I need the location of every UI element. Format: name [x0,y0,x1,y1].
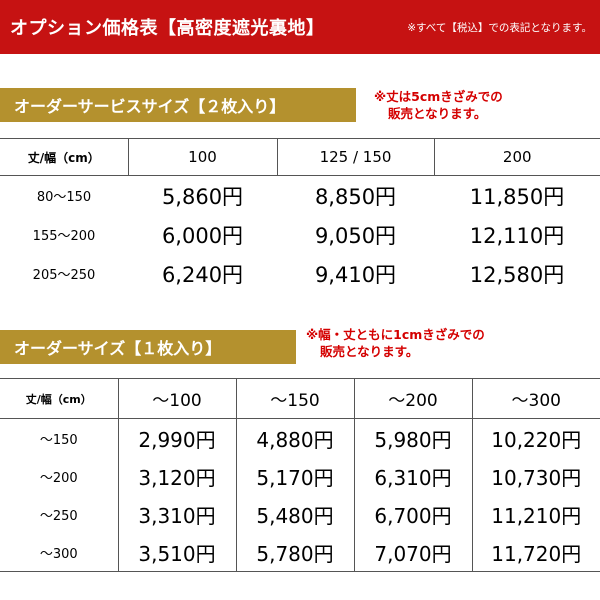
row-size-label: 155～200 [32,229,96,244]
table-row: ～300 3,510円 5,780円 7,070円 11,720円 [0,533,600,572]
price-cell: 5,480円 [235,495,354,533]
price-cell: 6,000円 [161,223,244,248]
section2-banner-label: オーダーサイズ【１枚入り】 [14,339,222,358]
price-table-two-panel: 丈/幅（cm） 100 125 / 150 200 80～150 5,860円 … [0,138,600,293]
row-size-label: ～250 [39,508,78,524]
table-row: ～150 2,990円 4,880円 5,980円 10,220円 [0,418,600,457]
price-cell: 3,510円 [117,533,236,572]
section1-note-line1: ※丈は5cmきざみでの [374,89,503,104]
price-cell: 5,980円 [353,418,472,457]
section1-banner: オーダーサービスサイズ【２枚入り】 [0,88,356,122]
row-size-label: 205～250 [32,268,96,283]
table-header-row: 丈/幅（cm） 100 125 / 150 200 [0,138,600,176]
row-size-label: ～150 [39,432,78,448]
table-row: ～250 3,310円 5,480円 6,700円 11,210円 [0,495,600,533]
price-cell: 6,240円 [161,262,244,287]
price-cell: 12,580円 [469,262,565,287]
price-cell: 11,210円 [471,495,600,533]
page-title: オプション価格表【高密度遮光裏地】 [10,18,325,39]
page-header: オプション価格表【高密度遮光裏地】 ※すべて【税込】での表記となります。 [0,0,600,54]
section2-note-line1: ※幅・丈ともに1cmきざみでの [306,327,485,342]
price-cell: 9,410円 [314,262,397,287]
price-cell: 5,780円 [235,533,354,572]
price-cell: 5,860円 [161,184,244,209]
column-header: ～300 [471,378,600,419]
row-size-label: ～300 [0,533,118,572]
tax-note: ※すべて【税込】での表記となります。 [407,21,592,34]
price-cell: 12,110円 [469,223,565,248]
table-header-row: 丈/幅（cm） ～100 ～150 ～200 ～300 [0,378,600,419]
section1-banner-label: オーダーサービスサイズ【２枚入り】 [14,97,286,116]
table-row: 205～250 6,240円 9,410円 12,580円 [0,254,600,293]
row-size-label: 80～150 [36,190,92,205]
price-cell: 8,850円 [314,184,397,209]
section1-note: ※丈は5cmきざみでの 販売となります。 [374,88,503,122]
table-corner-label: 丈/幅（cm） [0,138,128,176]
price-cell: 4,880円 [235,418,354,457]
row-size-label: ～200 [39,470,78,486]
section2-banner: オーダーサイズ【１枚入り】 [0,330,296,364]
table-row: 155～200 6,000円 9,050円 12,110円 [0,215,600,254]
price-cell: 3,310円 [117,495,236,533]
section2-note: ※幅・丈ともに1cmきざみでの 販売となります。 [306,326,485,360]
price-cell: 11,850円 [469,184,565,209]
column-header: 100 [127,138,277,176]
price-cell: 10,220円 [471,418,600,457]
price-cell: 11,720円 [471,533,600,572]
column-header: ～150 [235,378,354,419]
table-corner-label: 丈/幅（cm） [0,378,118,419]
table-row: 80～150 5,860円 8,850円 11,850円 [0,176,600,216]
column-header: ～200 [353,378,472,419]
price-cell: 6,310円 [353,457,472,495]
section2-note-line2: 販売となります。 [320,344,419,359]
column-header: 125 / 150 [276,138,434,176]
price-cell: 7,070円 [353,533,472,572]
column-header: 200 [433,138,600,176]
price-cell: 3,120円 [117,457,236,495]
price-cell: 5,170円 [235,457,354,495]
price-cell: 9,050円 [314,223,397,248]
table-row: ～200 3,120円 5,170円 6,310円 10,730円 [0,457,600,495]
price-cell: 10,730円 [471,457,600,495]
price-cell: 6,700円 [353,495,472,533]
price-cell: 2,990円 [117,418,236,457]
column-header: ～100 [117,378,236,419]
section1-note-line2: 販売となります。 [388,106,487,121]
price-table-single-panel: 丈/幅（cm） ～100 ～150 ～200 ～300 ～150 2,990円 … [0,378,600,572]
